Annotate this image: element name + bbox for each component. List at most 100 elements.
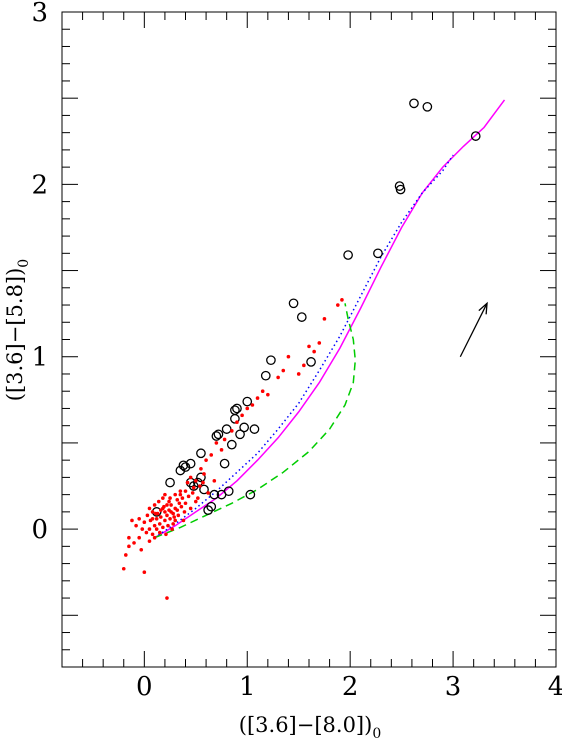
red-point [162, 504, 166, 509]
open-circle-point [185, 458, 196, 469]
dotted-model-line [154, 154, 454, 539]
red-point [170, 527, 174, 531]
red-point [175, 508, 180, 512]
red-point [150, 510, 155, 514]
red-point [286, 354, 291, 359]
data-markers [121, 98, 481, 600]
open-circle-point [373, 248, 383, 259]
red-point [137, 535, 141, 540]
red-point [177, 501, 182, 506]
red-point [186, 494, 191, 499]
red-point [121, 566, 126, 571]
red-point [167, 499, 171, 504]
red-point [145, 513, 150, 518]
red-point [307, 344, 311, 349]
red-point [147, 506, 152, 511]
red-point [134, 523, 138, 528]
y-tick-label: 1 [31, 343, 48, 373]
x-axis-label-subscript: 0 [372, 726, 381, 742]
red-point [260, 389, 265, 394]
red-point [191, 485, 196, 490]
red-point [152, 523, 157, 528]
x-tick-label: 3 [445, 672, 462, 702]
open-circle-point [409, 98, 419, 109]
red-point [152, 535, 157, 540]
red-point [124, 553, 128, 557]
red-point [130, 518, 134, 523]
red-point [235, 420, 239, 425]
red-point [336, 303, 340, 307]
y-axis-label-subscript: 0 [16, 259, 32, 268]
open-circle-point [196, 448, 206, 459]
red-point [163, 492, 167, 497]
open-circle-point [223, 486, 234, 497]
open-circle-point [196, 472, 206, 483]
open-circle-point [232, 403, 242, 414]
red-point [193, 499, 198, 504]
red-point [165, 513, 169, 518]
arrow-shaft [459, 303, 488, 358]
red-point [317, 341, 322, 345]
open-circle-point [219, 458, 230, 469]
red-point [190, 491, 195, 495]
red-point [230, 429, 234, 433]
red-point [165, 503, 169, 507]
red-point [296, 372, 301, 376]
red-point [198, 484, 202, 488]
open-circle-point [180, 462, 191, 472]
red-point [181, 518, 186, 523]
red-point [169, 503, 173, 507]
red-point [161, 496, 165, 500]
open-circle-point [209, 489, 220, 500]
red-point [240, 413, 244, 418]
open-circle-point [178, 460, 189, 471]
red-point [180, 496, 185, 500]
open-circle-point [221, 424, 232, 434]
red-point [173, 492, 178, 497]
red-point [159, 508, 163, 512]
red-point [178, 492, 183, 497]
red-point [137, 516, 141, 521]
red-point [139, 547, 144, 552]
red-point [163, 518, 167, 523]
red-point [150, 532, 155, 537]
red-point [142, 520, 147, 525]
red-point [165, 596, 169, 600]
red-point [166, 523, 170, 528]
open-circle-point [230, 405, 240, 416]
red-point [171, 522, 175, 526]
open-circle-point [245, 489, 256, 500]
red-point [219, 448, 224, 452]
x-tick-label: 0 [136, 672, 153, 702]
model-curves [154, 99, 506, 539]
open-circle-point [395, 184, 406, 195]
open-circle-point [306, 357, 316, 367]
open-circle-point [206, 501, 217, 512]
red-point [169, 510, 173, 514]
red-point [173, 518, 178, 523]
red-point [127, 535, 131, 540]
open-circle-point [296, 312, 307, 322]
red-point [159, 515, 163, 519]
red-point [144, 530, 149, 535]
red-point [163, 510, 167, 514]
red-point [212, 479, 217, 483]
red-point [168, 516, 172, 521]
red-point [161, 525, 165, 530]
red-point [176, 513, 181, 518]
red-point [168, 496, 172, 500]
red-point [201, 480, 205, 485]
red-point [178, 489, 183, 493]
x-axis-label: ([3.6]−[8.0])0 [239, 713, 381, 742]
red-point [193, 479, 198, 483]
red-point [140, 527, 145, 531]
open-circle-point [165, 477, 175, 488]
red-point [340, 298, 344, 302]
solid-model-line [154, 99, 506, 539]
red-point [172, 515, 176, 519]
red-point [183, 489, 188, 493]
red-point [150, 516, 155, 521]
red-point [276, 375, 280, 380]
tick-labels: 0 1 2 3 4 0 1 2 3 [31, 0, 562, 702]
